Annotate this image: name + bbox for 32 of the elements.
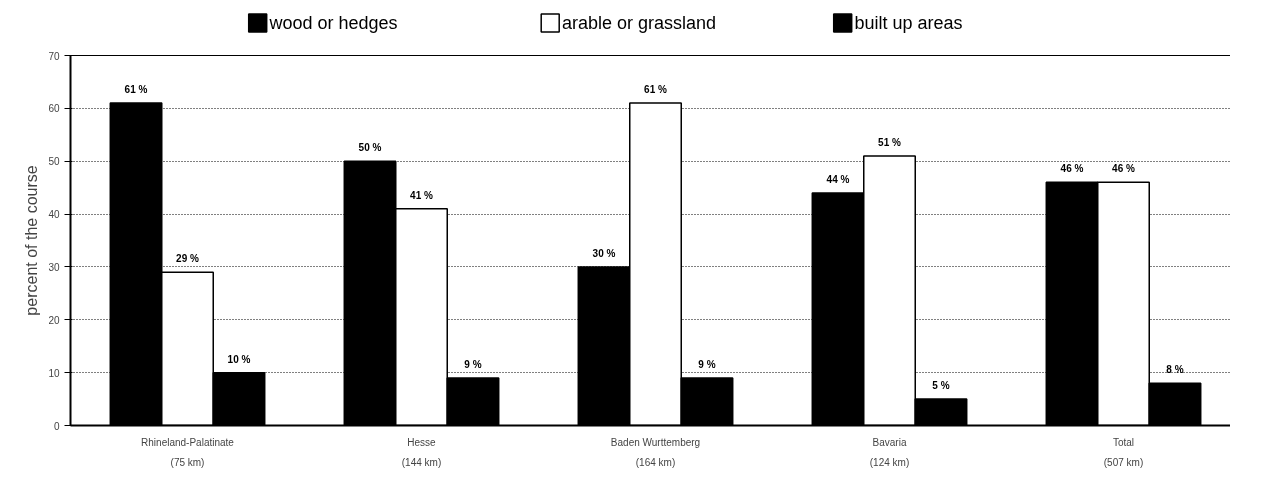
legend-label: wood or hedges <box>268 13 398 33</box>
data-label: 50 % <box>358 142 382 154</box>
data-label: 61 % <box>124 84 148 96</box>
data-label: 61 % <box>644 84 667 96</box>
data-label: 51 % <box>878 136 901 148</box>
y-tick-label: 50 <box>48 156 60 168</box>
data-label: 9 % <box>464 358 482 370</box>
category-label: Total (507 km) <box>1103 436 1144 468</box>
y-axis-title: percent of the course <box>23 165 41 316</box>
category-label: Bavaria (124 km) <box>869 436 910 468</box>
y-tick-label: 20 <box>48 314 60 326</box>
y-tick-label: 30 <box>48 261 60 273</box>
data-label: 8 % <box>1166 364 1184 376</box>
category-label: Rhineland-Palatinate (75 km) <box>141 436 234 468</box>
data-label: 10 % <box>227 353 251 365</box>
legend-label: built up areas <box>854 13 963 33</box>
category-label: Hesse (144 km) <box>401 436 442 468</box>
y-tick-label: 10 <box>48 367 60 379</box>
data-label: 41 % <box>410 189 433 201</box>
y-tick-label: 40 <box>48 209 60 221</box>
category-label: Baden Wurttemberg (164 km) <box>610 436 701 468</box>
data-label: 44 % <box>826 173 850 185</box>
data-label: 46 % <box>1060 163 1084 175</box>
data-label: 9 % <box>698 358 716 370</box>
legend-label: arable or grassland <box>561 13 716 33</box>
y-tick-label: 0 <box>53 420 60 432</box>
data-label: 29 % <box>176 253 199 265</box>
data-label: 46 % <box>1112 163 1135 175</box>
data-label: 30 % <box>592 247 616 259</box>
y-tick-label: 70 <box>48 50 60 62</box>
data-label: 5 % <box>932 380 950 392</box>
y-tick-label: 60 <box>48 103 60 115</box>
